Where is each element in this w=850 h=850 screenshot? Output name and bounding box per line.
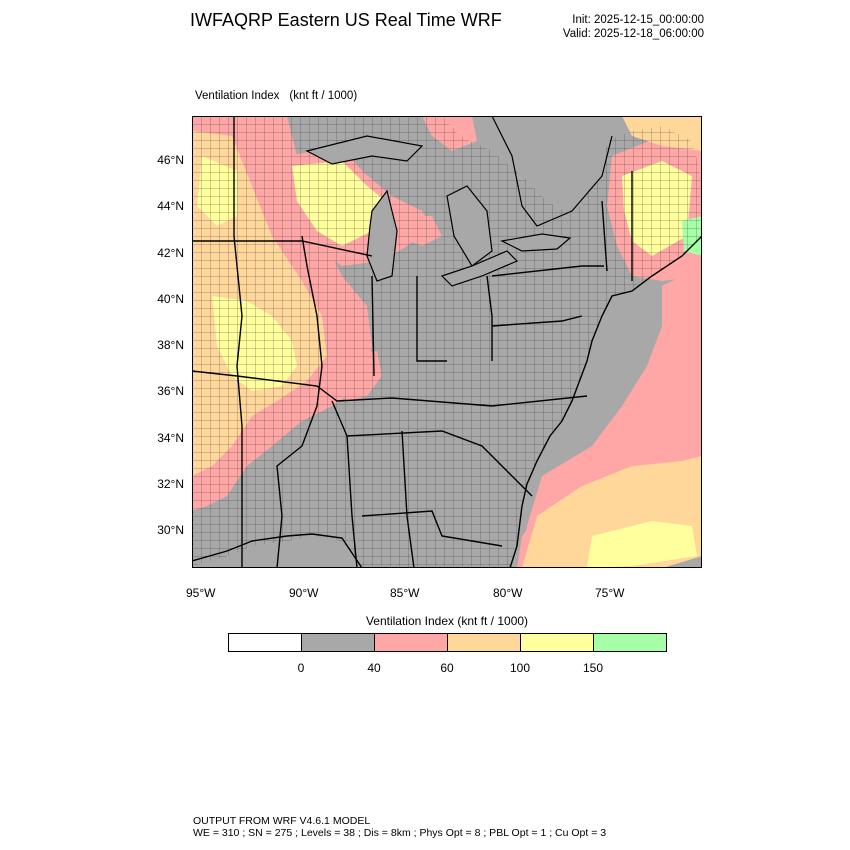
chart-title: IWFAQRP Eastern US Real Time WRF bbox=[190, 10, 502, 30]
map-border bbox=[192, 116, 702, 568]
lat-label: 38°N bbox=[157, 338, 184, 352]
atlantic-coastline bbox=[509, 235, 703, 569]
legend-tick: 40 bbox=[367, 661, 381, 675]
footer-line-1: OUTPUT FROM WRF V4.6.1 MODEL bbox=[193, 815, 371, 827]
legend-tick: 0 bbox=[297, 661, 305, 675]
state-boundaries bbox=[191, 116, 633, 569]
gulf-coastline bbox=[191, 533, 363, 569]
map-panel bbox=[191, 115, 703, 569]
init-time: Init: 2025-12-15_00:00:00 bbox=[572, 14, 704, 26]
latitude-axis: 46°N 44°N 42°N 40°N 38°N 36°N 34°N 32°N … bbox=[120, 116, 184, 568]
legend-swatch bbox=[594, 634, 666, 651]
valid-time: Valid: 2025-12-18_06:00:00 bbox=[562, 28, 704, 40]
map-canvas bbox=[191, 115, 703, 569]
legend-tick: 60 bbox=[440, 661, 454, 675]
legend-title: Ventilation Index (knt ft / 1000) bbox=[365, 614, 529, 628]
lat-label: 42°N bbox=[157, 246, 184, 260]
international-border bbox=[491, 115, 613, 227]
color-legend bbox=[228, 633, 667, 652]
lat-label: 40°N bbox=[157, 292, 184, 306]
legend-swatch bbox=[521, 634, 594, 651]
lat-label: 32°N bbox=[157, 477, 184, 491]
lat-label: 44°N bbox=[157, 199, 184, 213]
legend-swatch bbox=[229, 634, 302, 651]
time-metadata: Init: 2025-12-15_00:00:00 Valid: 2025-12… bbox=[563, 13, 704, 41]
lat-label: 36°N bbox=[157, 384, 184, 398]
legend-tick: 150 bbox=[582, 661, 604, 675]
lon-label: 90°W bbox=[289, 586, 319, 600]
great-lakes bbox=[305, 135, 572, 287]
lon-label: 80°W bbox=[493, 586, 523, 600]
map-field-label: Ventilation Index (knt ft / 1000) bbox=[195, 90, 357, 102]
lon-label: 75°W bbox=[595, 586, 625, 600]
legend-swatch bbox=[375, 634, 448, 651]
field-name: Ventilation Index bbox=[195, 90, 280, 102]
legend-swatch bbox=[448, 634, 521, 651]
lat-label: 34°N bbox=[157, 431, 184, 445]
legend-swatch bbox=[302, 634, 375, 651]
field-units: (knt ft / 1000) bbox=[289, 90, 358, 102]
legend-tick: 100 bbox=[509, 661, 531, 675]
lon-label: 85°W bbox=[390, 586, 420, 600]
lat-label: 30°N bbox=[157, 523, 184, 537]
model-info-footer: OUTPUT FROM WRF V4.6.1 MODEL WE = 310 ; … bbox=[193, 815, 606, 839]
lat-label: 46°N bbox=[157, 153, 184, 167]
footer-line-2: WE = 310 ; SN = 275 ; Levels = 38 ; Dis … bbox=[193, 827, 607, 839]
lon-label: 95°W bbox=[186, 586, 216, 600]
